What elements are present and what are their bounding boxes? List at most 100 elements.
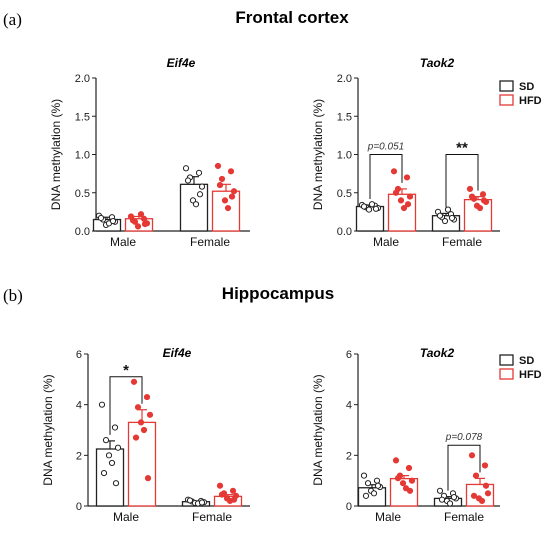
data-point-sd	[448, 214, 456, 222]
significance-label: p=0.078	[445, 432, 483, 443]
data-point-sd	[182, 165, 190, 172]
data-point-hfd	[137, 419, 145, 426]
data-point-hfd	[134, 223, 142, 230]
data-point-hfd	[484, 490, 492, 497]
x-category-label: Male	[375, 510, 401, 524]
y-tick-label: 0.0	[337, 226, 352, 238]
data-point-sd	[436, 487, 444, 494]
significance-label: p=0.051	[367, 142, 404, 153]
data-point-hfd	[134, 404, 142, 411]
y-tick-label: 1.0	[75, 150, 90, 162]
data-point-hfd	[470, 492, 478, 499]
y-tick-label: 1.0	[337, 150, 352, 162]
y-axis-label: DNA methylation (%)	[311, 374, 325, 485]
data-point-hfd	[227, 168, 235, 175]
data-point-hfd	[394, 475, 402, 482]
data-point-hfd	[221, 197, 229, 204]
data-point-hfd	[144, 475, 152, 482]
y-tick-label: 0.5	[75, 188, 90, 200]
y-tick-label: 2.0	[75, 73, 90, 85]
data-point-hfd	[408, 477, 416, 484]
y-tick-label: 0.0	[75, 226, 90, 238]
data-point-hfd	[216, 182, 224, 189]
y-tick-label: 6	[76, 349, 82, 361]
data-point-hfd	[224, 204, 232, 212]
data-point-sd	[109, 217, 117, 225]
y-tick-label: 0	[346, 501, 352, 513]
data-point-sd	[372, 205, 380, 212]
data-point-hfd	[146, 411, 154, 418]
chart-title: Eif4e	[167, 56, 196, 70]
data-point-hfd	[476, 204, 484, 212]
data-point-hfd	[390, 168, 398, 175]
y-tick-label: 2	[346, 450, 352, 462]
data-point-hfd	[230, 188, 238, 195]
data-point-sd	[114, 444, 122, 451]
data-point-hfd	[229, 487, 237, 494]
data-point-hfd	[472, 472, 480, 479]
y-axis-label: DNA methylation (%)	[311, 99, 325, 210]
data-point-hfd	[478, 497, 486, 505]
legend-swatch-sd	[499, 80, 514, 92]
bar-sd-female	[179, 183, 209, 232]
data-point-sd	[186, 497, 194, 504]
data-point-sd	[441, 217, 449, 225]
bar-hfd-female	[211, 190, 241, 232]
data-point-hfd	[228, 193, 236, 200]
x-category-label: Male	[113, 510, 139, 524]
panel-b-label: (b)	[3, 286, 23, 305]
data-point-hfd	[466, 185, 474, 193]
data-point-sd	[102, 437, 110, 444]
data-point-sd	[436, 212, 444, 219]
chart-3: Taok2 0 2 4 6 DNA methylation (%) Male Female p=…	[311, 346, 542, 524]
chart-title: Taok2	[420, 56, 455, 70]
chart-2: Eif4e 0 2 4 6 DNA methylation (%) Male Female *	[41, 346, 250, 524]
data-point-hfd	[230, 496, 238, 503]
data-point-sd	[364, 480, 372, 487]
significance-bracket	[447, 444, 481, 491]
legend-label-hfd: HFD	[519, 369, 542, 381]
data-point-hfd	[130, 378, 138, 385]
data-point-sd	[198, 499, 206, 506]
data-point-sd	[444, 206, 452, 213]
data-point-hfd	[480, 197, 488, 204]
legend-swatch-sd	[499, 354, 514, 366]
data-point-sd	[184, 177, 192, 184]
x-category-label: Male	[373, 235, 399, 249]
y-tick-label: 0	[76, 501, 82, 513]
data-point-hfd	[481, 462, 489, 469]
y-axis-label: DNA methylation (%)	[41, 374, 55, 485]
data-point-hfd	[397, 197, 405, 204]
chart-1: Taok2 0.0 0.5 1.0 1.5 2.0 DNA methylation (%) M…	[311, 56, 542, 249]
data-point-sd	[100, 469, 108, 477]
chart-title: Eif4e	[163, 346, 192, 360]
data-point-hfd	[129, 217, 137, 224]
chart-0: Eif4e 0.0 0.5 1.0 1.5 2.0 DNA methylation (%) M…	[49, 56, 250, 249]
y-tick-label: 1.5	[75, 111, 90, 123]
y-axis-label: DNA methylation (%)	[49, 99, 63, 210]
bar-hfd-male	[127, 421, 157, 507]
bar-sd-male	[95, 448, 125, 507]
data-point-hfd	[216, 482, 224, 489]
legend-swatch-hfd	[499, 94, 514, 106]
significance-bracket	[445, 154, 479, 208]
data-point-hfd	[392, 457, 400, 464]
x-category-label: Female	[442, 235, 482, 249]
legend-swatch-hfd	[499, 368, 514, 380]
x-category-label: Female	[190, 235, 230, 249]
significance-label: **	[456, 140, 468, 157]
data-point-sd	[108, 459, 116, 467]
y-tick-label: 2	[76, 450, 82, 462]
x-category-label: Female	[192, 510, 232, 524]
data-point-sd	[97, 214, 105, 222]
data-point-hfd	[400, 204, 408, 212]
data-point-hfd	[392, 189, 400, 196]
data-point-sd	[362, 492, 370, 499]
data-point-hfd	[143, 393, 151, 401]
charts-group: Eif4e 0.0 0.5 1.0 1.5 2.0 DNA methylation (%) M…	[41, 56, 542, 524]
data-point-hfd	[468, 452, 476, 459]
panel-a-title: Frontal cortex	[235, 8, 349, 27]
data-point-sd	[111, 424, 119, 431]
y-tick-label: 0.5	[337, 188, 352, 200]
